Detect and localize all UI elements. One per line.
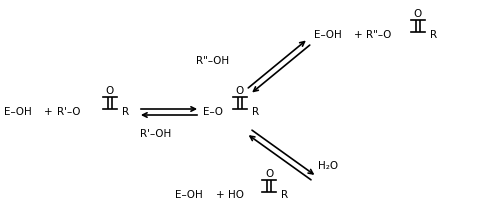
Text: O: O: [414, 9, 422, 19]
Text: R"–O: R"–O: [366, 30, 391, 40]
Text: R: R: [281, 190, 288, 200]
Text: E–O: E–O: [203, 107, 223, 117]
Text: +: +: [353, 30, 362, 40]
Text: H₂O: H₂O: [318, 161, 338, 171]
Text: E–OH: E–OH: [314, 30, 342, 40]
Text: R: R: [252, 107, 259, 117]
Text: R'–OH: R'–OH: [140, 129, 171, 139]
Text: R"–OH: R"–OH: [196, 56, 229, 66]
Text: +: +: [216, 190, 224, 200]
Text: +: +: [44, 107, 52, 117]
Text: O: O: [236, 86, 244, 96]
Text: R: R: [122, 107, 129, 117]
Text: E–OH: E–OH: [175, 190, 203, 200]
Text: O: O: [106, 86, 114, 96]
Text: R'–O: R'–O: [57, 107, 80, 117]
Text: E–OH: E–OH: [4, 107, 32, 117]
Text: HO: HO: [228, 190, 244, 200]
Text: R: R: [430, 30, 437, 40]
Text: O: O: [265, 169, 273, 179]
